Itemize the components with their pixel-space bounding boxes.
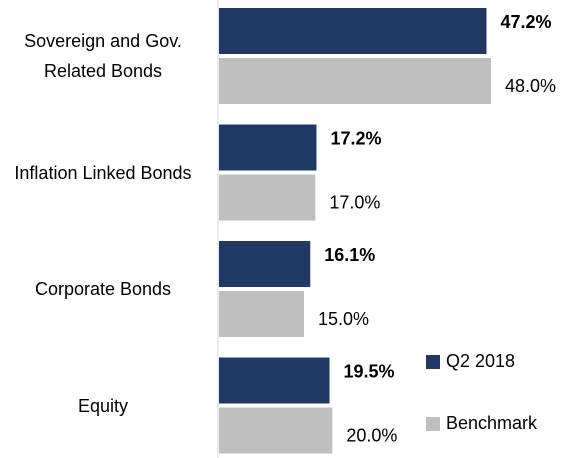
- bar: [219, 124, 317, 171]
- value-label: 48.0%: [505, 76, 556, 96]
- value-label: 16.1%: [324, 245, 375, 265]
- bar: [219, 58, 491, 104]
- bar: [219, 407, 333, 454]
- category-label: Corporate Bonds: [34, 279, 172, 299]
- value-label: 20.0%: [346, 425, 397, 445]
- bar: [219, 174, 316, 221]
- bar: [219, 357, 330, 404]
- legend-label: Q2 2018: [446, 351, 515, 371]
- value-label: 17.0%: [329, 192, 380, 212]
- bar: [219, 8, 487, 54]
- category-label: Inflation Linked Bonds: [14, 162, 192, 183]
- legend-swatch: [426, 355, 440, 369]
- category-label: Sovereign and Gov. Related Bonds: [24, 31, 182, 81]
- value-label: 47.2%: [500, 12, 551, 32]
- bar: [219, 241, 311, 287]
- value-label: 15.0%: [318, 309, 369, 329]
- legend-label: Benchmark: [446, 413, 538, 433]
- category-label: Equity: [77, 395, 129, 416]
- bar: [219, 291, 304, 337]
- legend-swatch: [426, 417, 440, 431]
- value-label: 17.2%: [330, 128, 381, 148]
- value-label: 19.5%: [344, 361, 395, 381]
